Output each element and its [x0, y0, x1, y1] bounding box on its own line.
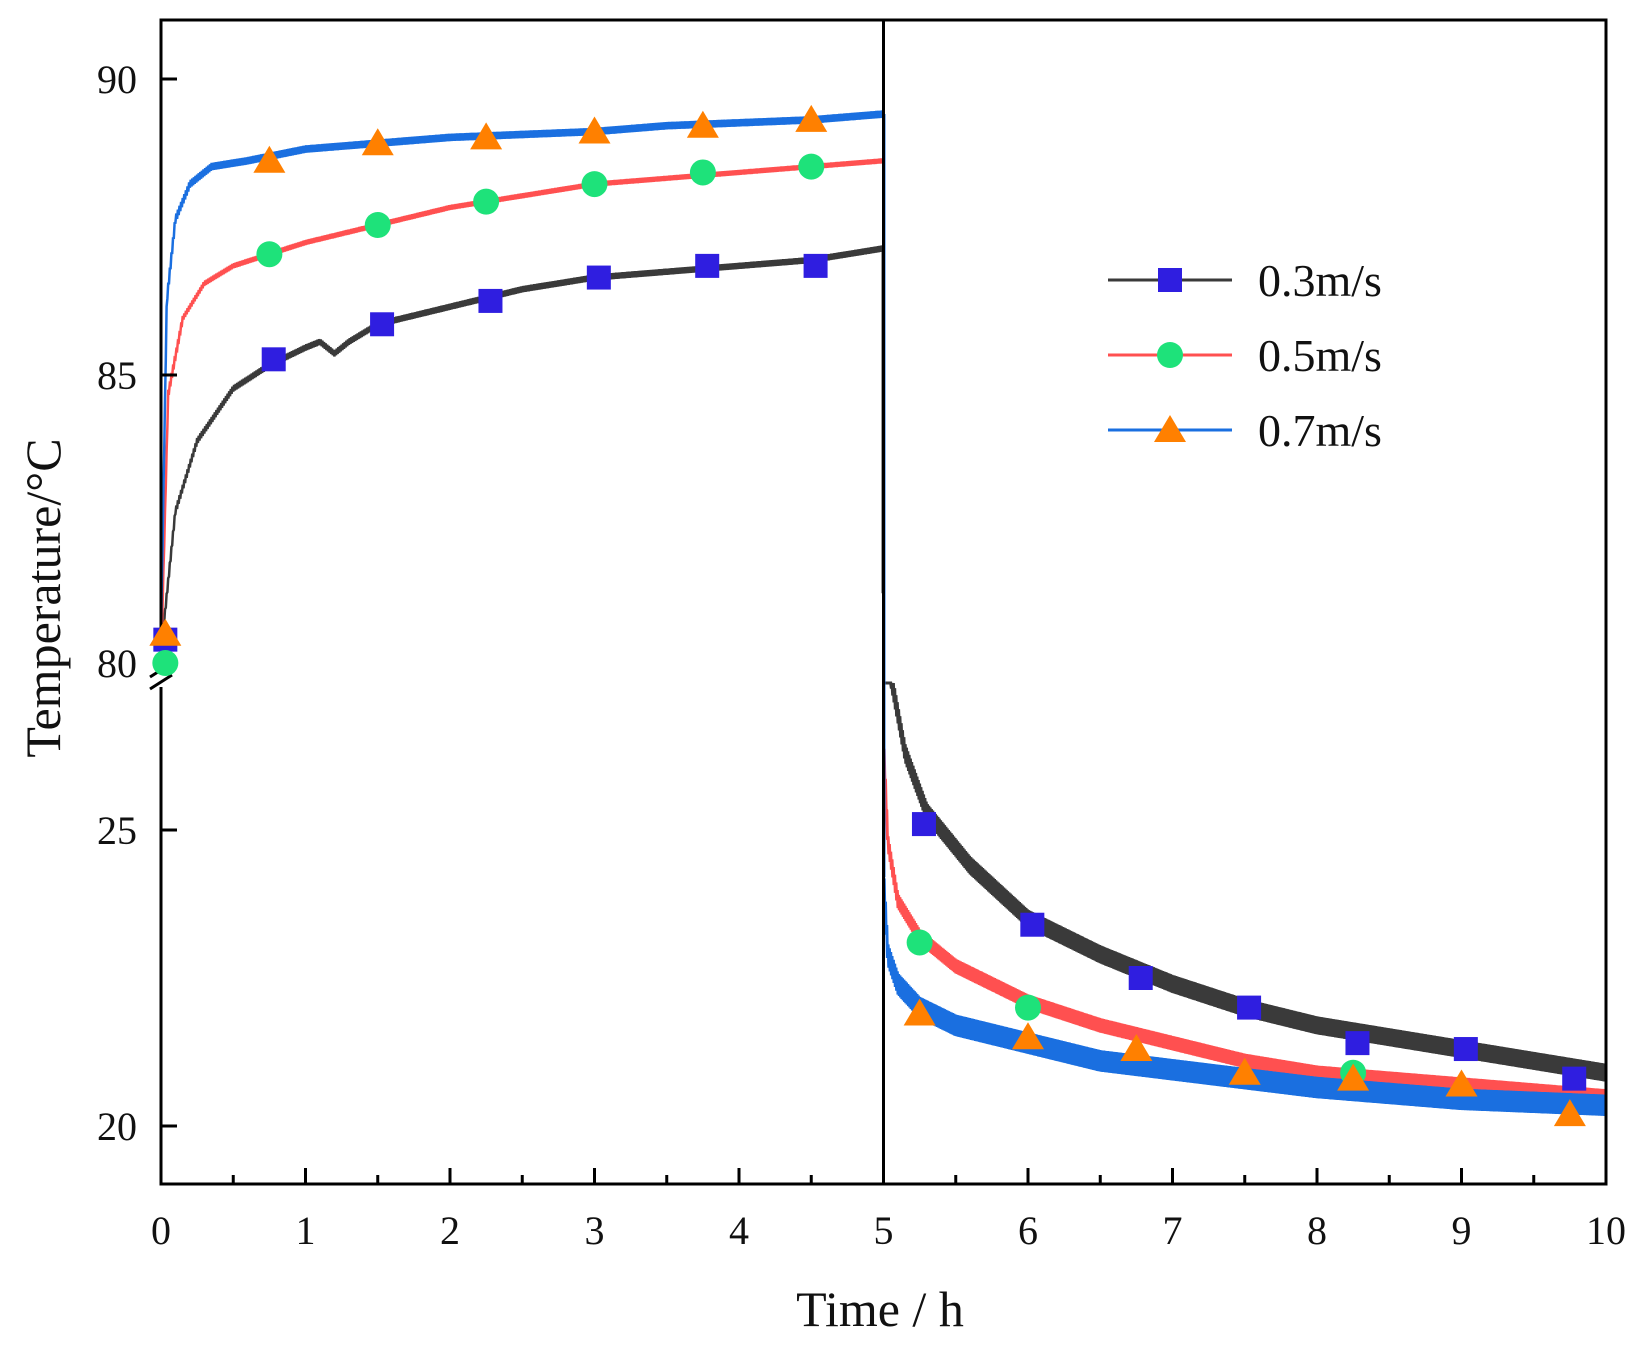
x-tick-label: 9 — [1452, 1208, 1472, 1253]
y-tick-label: 25 — [97, 808, 137, 853]
legend-label: 0.3m/s — [1258, 255, 1382, 306]
data-point-0.3m/s — [586, 265, 611, 290]
y-tick-label: 85 — [97, 353, 137, 398]
x-axis-title: Time / h — [796, 1281, 964, 1337]
data-point-0.5m/s — [581, 171, 608, 198]
legend-label: 0.7m/s — [1258, 405, 1382, 456]
x-tick-label: 7 — [1163, 1208, 1183, 1253]
data-point-0.3m/s — [1020, 912, 1045, 937]
axis-break-mark — [149, 673, 173, 691]
x-tick-label: 2 — [440, 1208, 460, 1253]
data-point-0.7m/s — [686, 110, 719, 138]
y-tick-label: 80 — [97, 641, 137, 686]
heating-curve-0.7m/s — [159, 110, 885, 638]
data-point-0.7m/s — [361, 128, 394, 156]
data-point-0.3m/s — [695, 253, 720, 278]
data-point-0.7m/s — [1445, 1069, 1478, 1097]
data-point-0.7m/s — [578, 116, 611, 144]
data-point-0.7m/s — [1228, 1057, 1261, 1085]
x-tick-label: 3 — [585, 1208, 605, 1253]
data-point-0.7m/s — [1337, 1063, 1370, 1091]
legend: 0.3m/s 0.5m/s 0.7m/s — [1108, 255, 1382, 456]
data-point-0.5m/s — [473, 188, 500, 215]
y-tick-label: 20 — [97, 1104, 137, 1149]
x-tick-label: 8 — [1307, 1208, 1327, 1253]
data-point-0.5m/s — [906, 929, 933, 956]
data-point-0.5m/s — [798, 153, 825, 180]
data-point-0.7m/s — [795, 104, 828, 132]
y-axis-title: Temperature/°C — [15, 438, 71, 757]
cooling-curve-0.7m/s — [882, 878, 1608, 1116]
data-point-0.3m/s — [1562, 1066, 1587, 1091]
legend-marker-0.3m/s — [1158, 268, 1182, 292]
x-tick-label: 10 — [1586, 1208, 1626, 1253]
legend-label: 0.5m/s — [1258, 330, 1382, 381]
series-markers — [149, 104, 1587, 1127]
data-point-0.5m/s — [256, 241, 283, 268]
data-point-0.3m/s — [1345, 1031, 1370, 1056]
data-point-0.3m/s — [1453, 1037, 1478, 1062]
data-point-0.7m/s — [149, 618, 182, 646]
data-point-0.7m/s — [253, 145, 286, 173]
data-point-0.3m/s — [1237, 995, 1262, 1020]
legend-marker-0.7m/s — [1154, 415, 1186, 442]
data-point-0.3m/s — [1128, 966, 1153, 990]
data-point-0.7m/s — [1012, 1022, 1044, 1050]
y-tick-label: 90 — [97, 57, 137, 102]
data-point-0.5m/s — [1015, 994, 1041, 1021]
data-point-0.3m/s — [478, 288, 503, 313]
data-point-0.7m/s — [1120, 1034, 1153, 1062]
data-point-0.7m/s — [1553, 1099, 1586, 1127]
data-point-0.5m/s — [364, 212, 391, 238]
data-point-0.3m/s — [261, 347, 286, 372]
x-tick-label: 1 — [296, 1208, 316, 1253]
x-tick-label: 4 — [729, 1208, 749, 1253]
x-tick-label: 5 — [874, 1208, 894, 1253]
data-point-0.7m/s — [903, 998, 936, 1026]
data-point-0.5m/s — [152, 650, 179, 676]
data-point-0.3m/s — [803, 253, 828, 278]
x-tick-label: 0 — [151, 1208, 171, 1253]
data-point-0.5m/s — [689, 159, 716, 186]
data-point-0.3m/s — [370, 312, 395, 337]
x-tick-label: 6 — [1018, 1208, 1038, 1253]
data-point-0.3m/s — [911, 812, 936, 837]
data-point-0.7m/s — [470, 122, 503, 150]
legend-marker-0.5m/s — [1157, 342, 1183, 368]
